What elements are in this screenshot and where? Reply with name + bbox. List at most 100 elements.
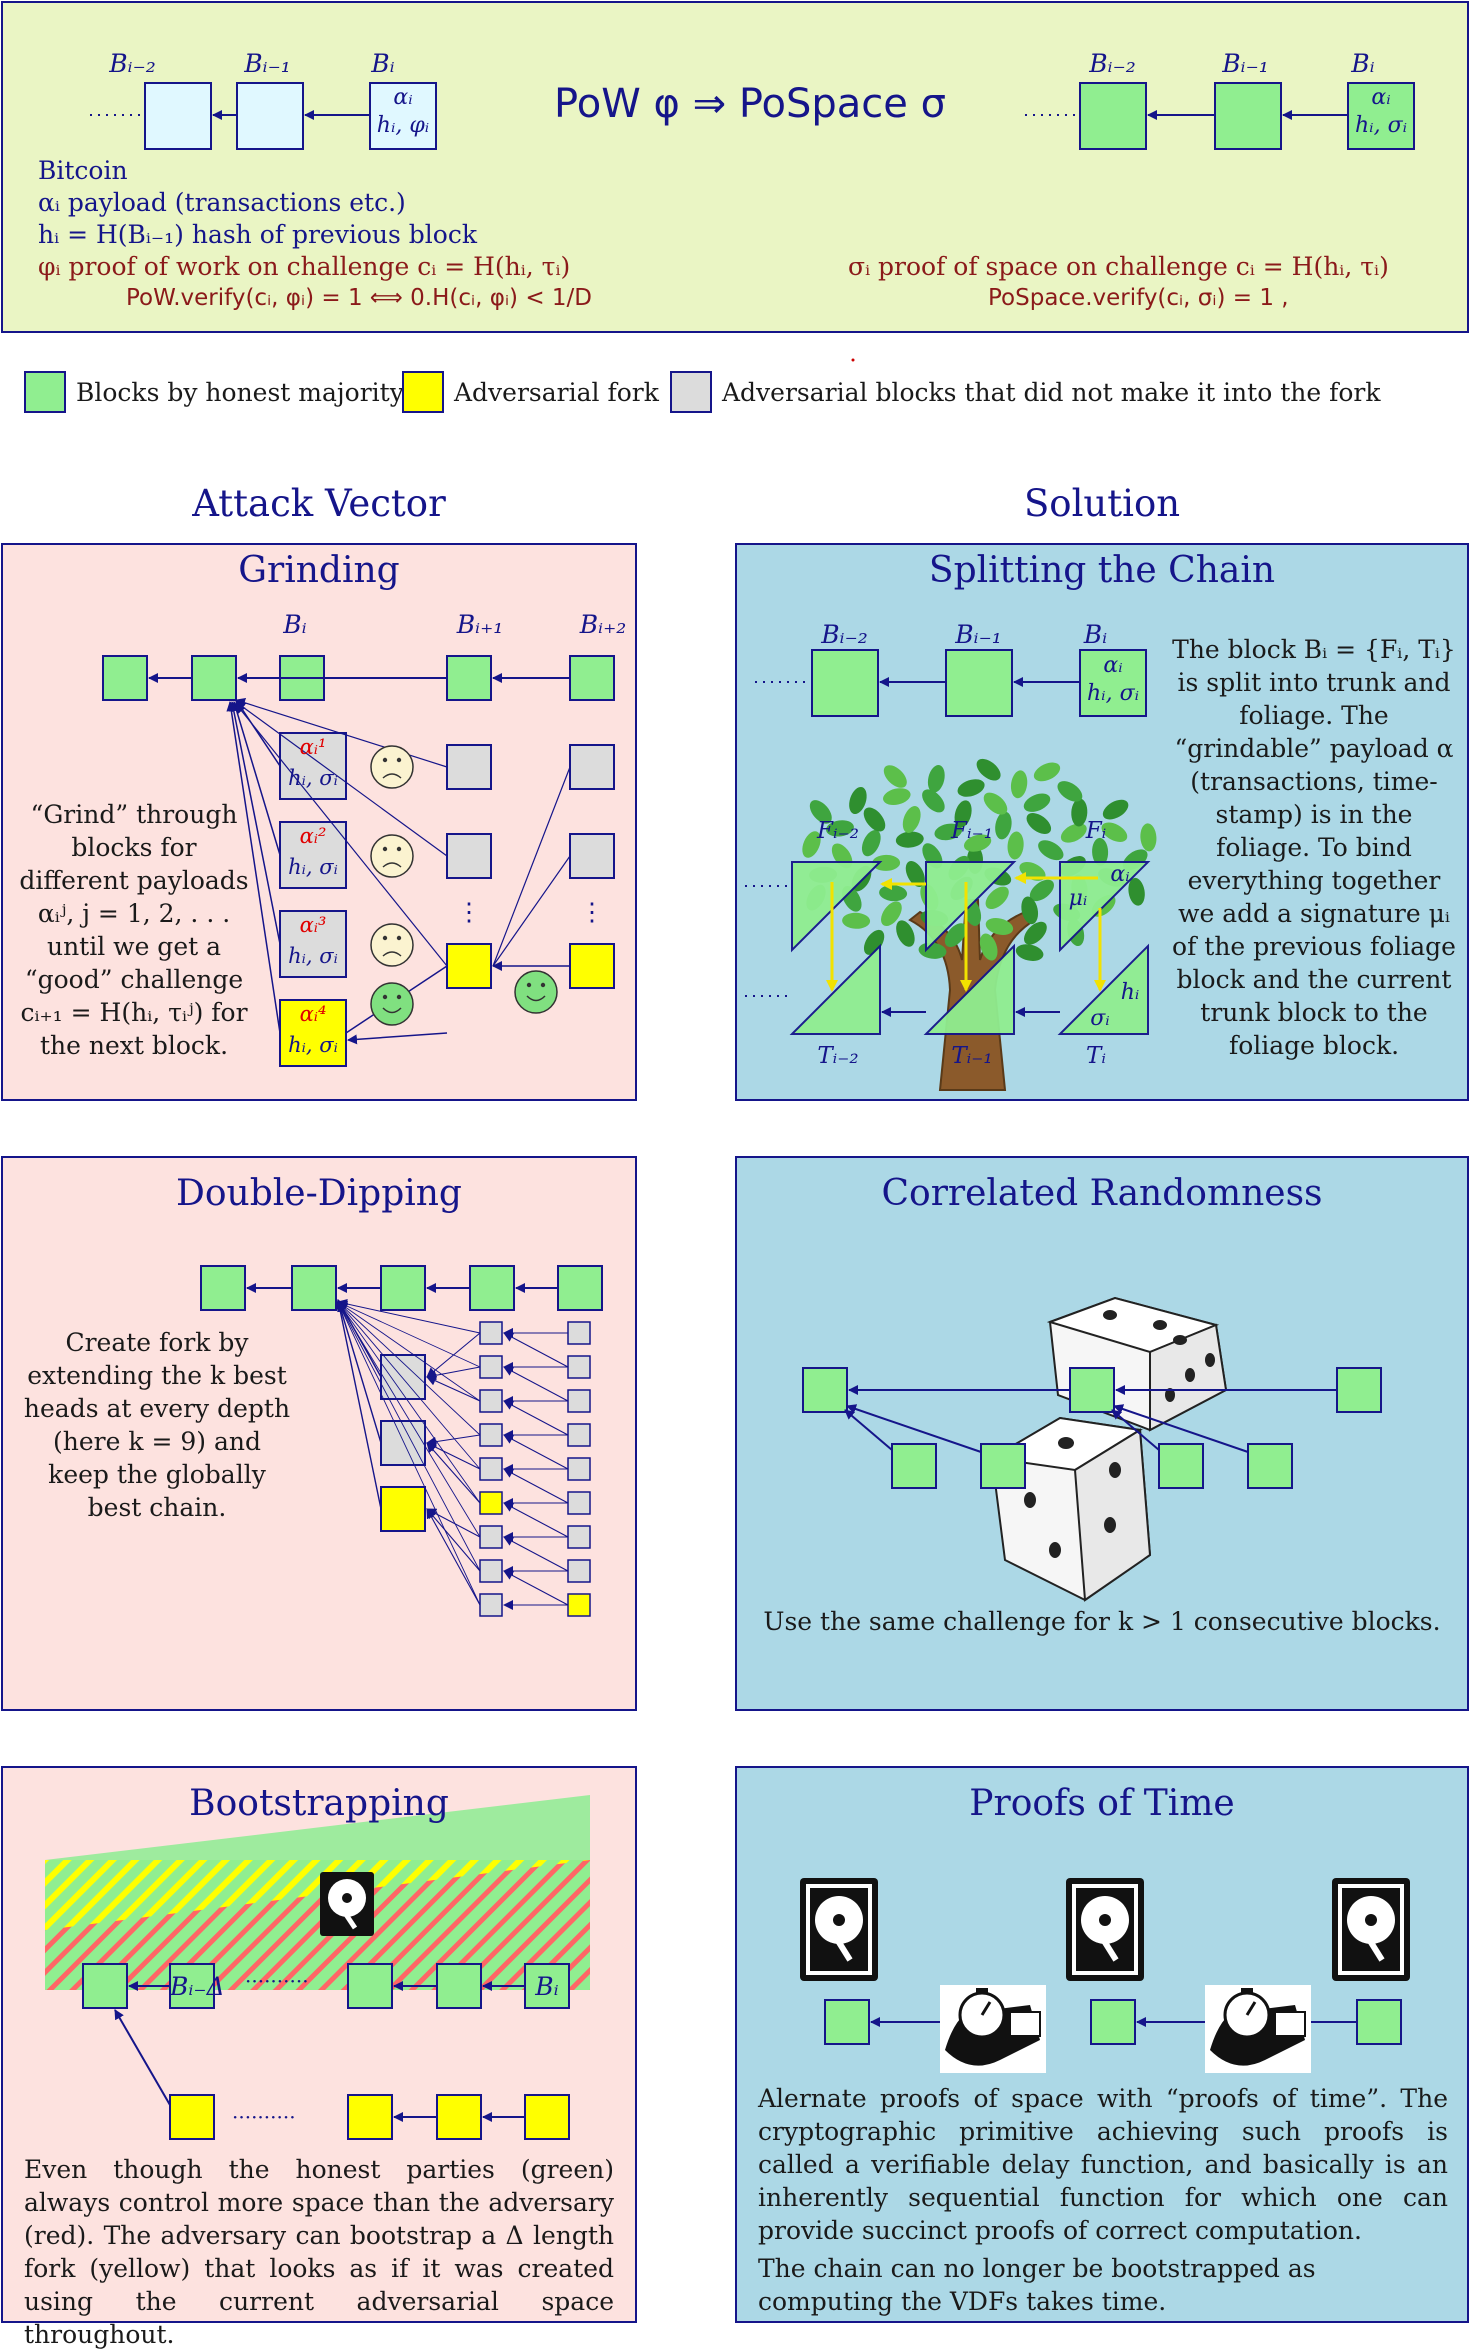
trunk-label-3: Tᵢ xyxy=(1086,1043,1106,1069)
small-block xyxy=(567,1321,591,1345)
leaf xyxy=(849,786,867,815)
proofs-of-time-text-1: Alernate proofs of space with “proofs of… xyxy=(758,2084,1448,2245)
edge xyxy=(426,1366,481,1381)
tree-leaves xyxy=(802,758,1157,961)
edge xyxy=(337,1301,481,1436)
leaf xyxy=(809,800,832,824)
alpha-line: αᵢ payload (transactions etc.) xyxy=(38,188,406,217)
leaf xyxy=(976,758,1001,781)
edge xyxy=(337,1299,481,1334)
foliage-label-2: Fᵢ₋₁ xyxy=(951,818,993,844)
sad-face-2 xyxy=(370,834,414,878)
small-block xyxy=(567,1593,591,1617)
double-dipping-text: Create fork by extending the k best head… xyxy=(23,1328,291,1522)
pos-label-1: Bᵢ₋₂ xyxy=(1089,49,1136,78)
pos-label-3: Bᵢ xyxy=(1351,49,1375,78)
leaf xyxy=(1023,921,1047,945)
pos-block-3 xyxy=(1347,82,1415,150)
edge xyxy=(426,1442,481,1504)
leaf xyxy=(979,933,998,961)
edge xyxy=(334,1299,382,1510)
grinding-title: Grinding xyxy=(238,550,400,591)
pow-label-1: Bᵢ₋₂ xyxy=(109,49,156,78)
grinding-vdots-2: ⋮ xyxy=(579,897,605,926)
leaf xyxy=(1015,944,1044,961)
small-block xyxy=(479,1457,503,1481)
double-dipping-edges xyxy=(334,1299,569,1610)
splitting-label-3: Bᵢ xyxy=(1083,620,1108,649)
leaf xyxy=(954,800,972,828)
double-dipping-panel xyxy=(1,1156,637,1711)
leaf xyxy=(1026,813,1052,834)
edge xyxy=(337,1301,481,1368)
leaf xyxy=(922,789,945,813)
legend-honest: Blocks by honest majority xyxy=(24,371,404,413)
leaf xyxy=(883,788,911,806)
small-block xyxy=(567,1423,591,1447)
bootstrap-label-bi-delta: Bᵢ₋Δ xyxy=(170,1972,225,2001)
legend-discarded: Adversarial blocks that did not make it … xyxy=(670,371,1381,413)
leaf xyxy=(905,861,925,887)
leaf xyxy=(1128,877,1145,906)
pow-block-second: hᵢ, φᵢ xyxy=(376,113,430,138)
edge xyxy=(503,1332,569,1368)
edge xyxy=(503,1434,569,1470)
die-front-icon xyxy=(989,1416,1152,1602)
leaf xyxy=(881,901,902,927)
leaf xyxy=(896,920,915,947)
bootstrapping-diagram xyxy=(45,1795,590,2140)
small-block xyxy=(567,1355,591,1379)
leaf xyxy=(1038,840,1064,861)
double-dipping-small-blocks xyxy=(479,1321,591,1617)
small-block xyxy=(479,1389,503,1413)
correlated-title: Correlated Randomness xyxy=(881,1173,1323,1214)
edge xyxy=(337,1301,481,1538)
edge xyxy=(503,1366,569,1402)
leaf xyxy=(944,923,967,947)
small-block xyxy=(479,1321,503,1345)
grinding-alpha-2: αᵢ² xyxy=(299,824,327,848)
small-block xyxy=(567,1559,591,1583)
leaf xyxy=(842,912,871,929)
leaf xyxy=(895,831,924,848)
leaf xyxy=(883,765,907,788)
splitting-block-alpha: αᵢ xyxy=(1103,653,1123,678)
splitting-diagram xyxy=(745,649,1157,1091)
small-block xyxy=(479,1559,503,1583)
foliage-mu: μᵢ xyxy=(1068,886,1088,911)
pow-label-2: Bᵢ₋₁ xyxy=(244,49,291,78)
small-block xyxy=(567,1389,591,1413)
pos-block-second: hᵢ, σᵢ xyxy=(1354,113,1408,138)
pow-block-alpha: αᵢ xyxy=(393,85,413,110)
leaf xyxy=(1057,781,1083,802)
happy-face-2 xyxy=(514,970,558,1014)
trunk-sigma: σᵢ xyxy=(1090,1006,1110,1031)
proofs-of-time-text-2: The chain can no longer be bootstrapped … xyxy=(758,2254,1316,2316)
leaf xyxy=(1029,879,1054,902)
hash-line: hᵢ = H(Bᵢ₋₁) hash of previous block xyxy=(38,220,477,249)
splitting-title: Splitting the Chain xyxy=(928,550,1276,591)
leaf xyxy=(1092,837,1109,866)
pow-label-3: Bᵢ xyxy=(371,49,395,78)
small-block xyxy=(479,1525,503,1549)
legend-swatch-yellow xyxy=(402,371,444,413)
pos-block-alpha: αᵢ xyxy=(1371,85,1391,110)
stray-dot xyxy=(851,358,855,362)
legend-label-honest: Blocks by honest majority xyxy=(76,377,404,407)
pow-block-1 xyxy=(144,82,212,150)
leaf xyxy=(1010,770,1028,799)
leaf xyxy=(1023,793,1051,812)
foliage-alpha: αᵢ xyxy=(1110,862,1130,887)
section-solution: Solution xyxy=(1023,482,1181,525)
leaf xyxy=(995,811,1012,840)
splitting-label-2: Bᵢ₋₁ xyxy=(955,620,1002,649)
foliage-label-3: Fᵢ xyxy=(1085,818,1107,844)
grinding-second-3: hᵢ, σᵢ xyxy=(288,944,338,968)
edge xyxy=(503,1468,569,1504)
leaf xyxy=(1060,823,1087,843)
splitting-label-1: Bᵢ₋₂ xyxy=(821,620,868,649)
happy-face-1 xyxy=(370,982,414,1026)
hard-drive-icon xyxy=(320,1872,374,1936)
small-block xyxy=(479,1491,503,1515)
bootstrapping-title: Bootstrapping xyxy=(189,1783,449,1824)
